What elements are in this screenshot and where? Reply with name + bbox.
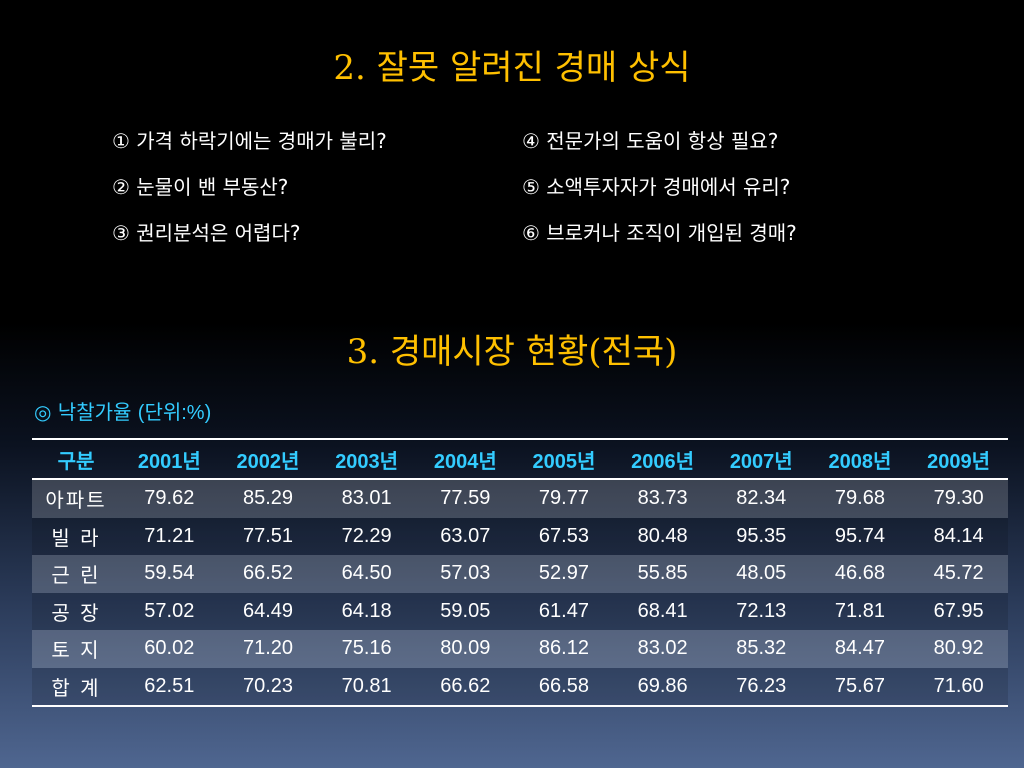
table-row: 아파트 79.62 85.29 83.01 77.59 79.77 83.73 82.34 79… — [32, 479, 1008, 518]
misconception-item: ⑤ 소액투자자가 경매에서 유리? — [522, 175, 791, 199]
table-cell: 64.50 — [317, 555, 416, 593]
row-label: 합 계 — [32, 667, 120, 706]
table-cell: 57.02 — [120, 592, 219, 630]
header-category: 구분 — [57, 450, 95, 473]
table-cell: 80.48 — [613, 517, 712, 555]
row-label: 공 장 — [32, 592, 120, 630]
misconception-item: ⑥ 브로커나 조직이 개입된 경매? — [522, 221, 797, 245]
table-cell: 66.58 — [514, 667, 614, 706]
misconception-item: ② 눈물이 밴 부동산? — [112, 175, 289, 199]
table-cell: 45.72 — [909, 555, 1008, 593]
row-label: 근 린 — [32, 555, 120, 593]
table-header-row: 구분 2001년 2002년 2003년 2004년 2005년 2006년 2… — [32, 439, 1008, 479]
table-cell: 60.02 — [120, 630, 219, 668]
table-cell: 66.52 — [218, 555, 318, 593]
table-cell: 46.68 — [810, 555, 910, 593]
table-cell: 85.29 — [218, 479, 318, 518]
table-cell: 59.05 — [415, 592, 515, 630]
table-cell: 52.97 — [514, 555, 614, 593]
table-row: 공 장 57.02 64.49 64.18 59.05 61.47 68.41 72.13 71… — [32, 592, 1008, 630]
header-year: 2004년 — [433, 450, 497, 473]
table-cell: 67.53 — [514, 517, 614, 555]
table-cell: 70.81 — [317, 667, 416, 706]
table-row: 토 지 60.02 71.20 75.16 80.09 86.12 83.02 85.32 84… — [32, 630, 1008, 668]
table-cell: 70.23 — [218, 667, 318, 706]
misconception-item: ① 가격 하락기에는 경매가 불리? — [112, 129, 387, 153]
table-cell: 71.60 — [909, 667, 1008, 706]
table-cell: 84.47 — [810, 630, 910, 668]
table-cell: 76.23 — [711, 667, 811, 706]
table-cell: 48.05 — [711, 555, 811, 593]
table-cell: 62.51 — [120, 667, 219, 706]
table-subtitle: ◎ 낙찰가율 (단위:%) — [34, 396, 211, 429]
row-label: 아파트 — [32, 479, 120, 518]
table-cell: 82.34 — [711, 479, 811, 518]
bid-rate-table: 구분 2001년 2002년 2003년 2004년 2005년 2006년 2… — [32, 438, 1008, 707]
table-cell: 64.18 — [317, 592, 416, 630]
table-cell: 68.41 — [613, 592, 712, 630]
table-cell: 79.77 — [514, 479, 614, 518]
table-cell: 63.07 — [415, 517, 515, 555]
table-row: 합 계 62.51 70.23 70.81 66.62 66.58 69.86 76.23 75… — [32, 667, 1008, 706]
table-cell: 69.86 — [613, 667, 712, 706]
table-cell: 64.49 — [218, 592, 318, 630]
header-year: 2005년 — [532, 450, 596, 473]
misconception-item: ③ 권리분석은 어렵다? — [112, 221, 301, 245]
row-label: 토 지 — [32, 630, 120, 668]
table-cell: 72.13 — [711, 592, 811, 630]
table-cell: 84.14 — [909, 517, 1008, 555]
section-3-title: 3. 경매시장 현황(전국) — [346, 332, 678, 372]
table-cell: 80.92 — [909, 630, 1008, 668]
table-cell: 77.59 — [415, 479, 515, 518]
table-body: 아파트 79.62 85.29 83.01 77.59 79.77 83.73 82.34 79… — [32, 479, 1008, 706]
table-cell: 86.12 — [514, 630, 614, 668]
table-cell: 85.32 — [711, 630, 811, 668]
table-cell: 95.35 — [711, 517, 811, 555]
subtitle-label: ◎ 낙찰가율 — [34, 400, 132, 424]
bid-rate-table-wrapper: 구분 2001년 2002년 2003년 2004년 2005년 2006년 2… — [32, 438, 1008, 707]
table-cell: 83.02 — [613, 630, 712, 668]
table-cell: 71.20 — [218, 630, 318, 668]
table-cell: 79.62 — [120, 479, 219, 518]
header-year: 2002년 — [236, 450, 300, 473]
table-cell: 71.21 — [120, 517, 219, 555]
table-cell: 75.16 — [317, 630, 416, 668]
table-cell: 66.62 — [415, 667, 515, 706]
table-cell: 57.03 — [415, 555, 515, 593]
table-cell: 61.47 — [514, 592, 614, 630]
subtitle-unit: (단위:%) — [137, 402, 212, 424]
row-label: 빌 라 — [32, 517, 120, 555]
table-cell: 67.95 — [909, 592, 1008, 630]
table-row: 빌 라 71.21 77.51 72.29 63.07 67.53 80.48 95.35 95… — [32, 517, 1008, 555]
header-year: 2006년 — [631, 450, 695, 473]
table-cell: 79.68 — [810, 479, 910, 518]
table-cell: 59.54 — [120, 555, 219, 593]
table-cell: 80.09 — [415, 630, 515, 668]
table-cell: 55.85 — [613, 555, 712, 593]
misconceptions-list: ① 가격 하락기에는 경매가 불리? ④ 전문가의 도움이 항상 필요? ② 눈… — [112, 122, 932, 252]
section-2-title: 2. 잘못 알려진 경매 상식 — [333, 48, 691, 88]
header-year: 2003년 — [335, 450, 399, 473]
misconception-item: ④ 전문가의 도움이 항상 필요? — [522, 129, 779, 153]
header-year: 2007년 — [729, 450, 793, 473]
header-year: 2009년 — [927, 450, 991, 473]
table-cell: 72.29 — [317, 517, 416, 555]
header-year: 2008년 — [828, 450, 892, 473]
table-cell: 71.81 — [810, 592, 910, 630]
table-cell: 83.01 — [317, 479, 416, 518]
table-cell: 79.30 — [909, 479, 1008, 518]
table-cell: 77.51 — [218, 517, 318, 555]
header-year: 2001년 — [137, 450, 201, 473]
table-cell: 95.74 — [810, 517, 910, 555]
table-cell: 83.73 — [613, 479, 712, 518]
table-row: 근 린 59.54 66.52 64.50 57.03 52.97 55.85 48.05 46… — [32, 555, 1008, 593]
table-cell: 75.67 — [810, 667, 910, 706]
